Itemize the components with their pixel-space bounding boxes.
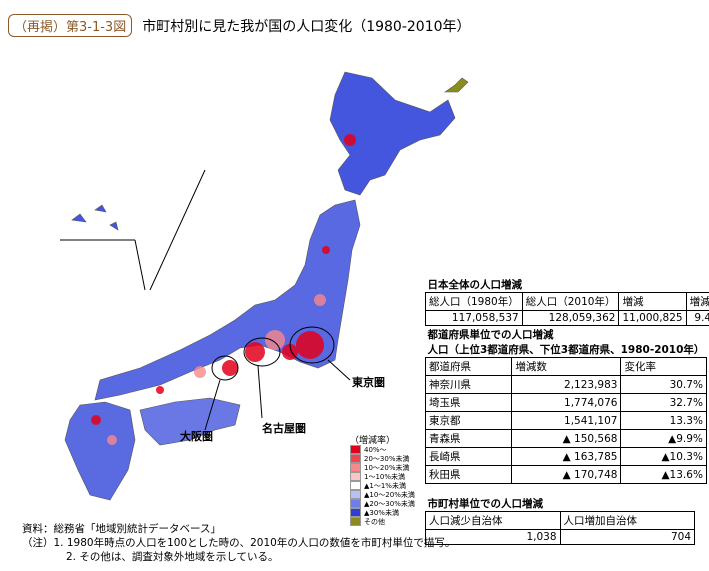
cell: 2,123,983 <box>511 375 622 394</box>
map-label: 名古屋圏 <box>262 421 306 435</box>
cell: 30.7% <box>620 375 707 394</box>
legend-label: 10～20%未満 <box>364 463 410 472</box>
legend-item: その他 <box>350 517 415 526</box>
cell: 13.3% <box>620 411 707 430</box>
legend-item: 40%～ <box>350 445 415 454</box>
cell: 増減率 <box>685 292 709 311</box>
row: 青森県 ▲ 150,568 ▲9.9% <box>424 429 707 448</box>
title: 市町村別に見た我が国の人口変化（1980-2010年） <box>142 18 471 35</box>
legend-swatch <box>350 463 361 472</box>
legend-swatch <box>350 445 361 454</box>
legend-item: ▲10～20%未満 <box>350 490 415 499</box>
legend-label: ▲10～20%未満 <box>364 490 415 499</box>
badge: （再掲）第3-1-3図 <box>8 14 133 37</box>
cell: ▲10.3% <box>620 447 707 466</box>
cell: 長崎県 <box>424 447 513 466</box>
table-title: 市町村単位での人口増減 <box>427 498 544 510</box>
legend-label: ▲1～1%未満 <box>364 481 406 490</box>
legend: （増減率） 40%～ 20～30%未満 10～20%未満 1～10%未満 ▲1～1%未満… <box>350 433 415 526</box>
cell: 1,774,076 <box>511 393 622 412</box>
cell: 1,541,107 <box>511 411 622 430</box>
row: 埼玉県 1,774,076 32.7% <box>424 393 707 412</box>
note: 2. その他は、調査対象外地域を示している。 <box>66 551 279 563</box>
table-title: 都道府県単位での人口増減 <box>427 329 554 341</box>
cell: 11,000,825 <box>618 310 687 326</box>
legend-swatch <box>350 499 361 508</box>
header: （再掲）第3-1-3図 市町村別に見た我が国の人口変化（1980-2010年） <box>8 14 471 37</box>
cell: 128,059,362 <box>521 310 620 326</box>
cell: ▲ 150,568 <box>511 429 622 448</box>
legend-swatch <box>350 490 361 499</box>
legend-item: ▲30%未満 <box>350 508 415 517</box>
map-label: 東京圏 <box>352 375 385 389</box>
cell: ▲ 170,748 <box>511 465 622 484</box>
cell: 埼玉県 <box>424 393 513 412</box>
legend-label: 20～30%未満 <box>364 454 410 463</box>
legend-label: 40%～ <box>364 445 387 454</box>
table-title: 日本全体の人口増減 <box>427 279 523 291</box>
row: 長崎県 ▲ 163,785 ▲10.3% <box>424 447 707 466</box>
legend-title: （増減率） <box>350 435 396 446</box>
cell: 東京都 <box>424 411 513 430</box>
legend-item: 1～10%未満 <box>350 472 415 481</box>
legend-swatch <box>350 508 361 517</box>
cell: 青森県 <box>424 429 513 448</box>
cell: 9.4% <box>685 310 709 326</box>
legend-swatch <box>350 472 361 481</box>
row: 神奈川県 2,123,983 30.7% <box>424 375 707 394</box>
map-label: 大阪圏 <box>180 429 213 443</box>
legend-label: ▲20～30%未満 <box>364 499 415 508</box>
cell: 神奈川県 <box>424 375 513 394</box>
legend-label: 1～10%未満 <box>364 472 406 481</box>
cell: 32.7% <box>620 393 707 412</box>
cell: 増減数 <box>511 357 622 376</box>
notes: 資料：総務省「地域別統計データベース」 （注）1. 1980年時点の人口を100… <box>22 522 455 564</box>
cell: 秋田県 <box>424 465 513 484</box>
legend-item: ▲20～30%未満 <box>350 499 415 508</box>
legend-swatch <box>350 517 361 526</box>
legend-label: その他 <box>364 517 385 526</box>
legend-swatch <box>350 454 361 463</box>
table3: 市町村単位での人口増減 人口減少自治体 人口増加自治体 1,038 704 <box>425 496 695 545</box>
note: （注）1. 1980年時点の人口を100とした時の、2010年の人口の数値を市町… <box>22 537 456 549</box>
legend-item: 20～30%未満 <box>350 454 415 463</box>
legend-item: ▲1～1%未満 <box>350 481 415 490</box>
row: 東京都 1,541,107 13.3% <box>424 411 707 430</box>
cell: 総人口（2010年） <box>521 292 620 311</box>
cell: ▲ 163,785 <box>511 447 622 466</box>
cell: 117,058,537 <box>425 310 523 326</box>
table-subtitle: 人口（上位3都道府県、下位3都道府県、1980-2010年） <box>427 344 705 356</box>
table2: 都道府県単位での人口増減 人口（上位3都道府県、下位3都道府県、1980-201… <box>424 327 707 484</box>
legend-swatch <box>350 481 361 490</box>
cell: 増減 <box>618 292 687 311</box>
cell: ▲13.6% <box>620 465 707 484</box>
legend-item: 10～20%未満 <box>350 463 415 472</box>
cell: ▲9.9% <box>620 429 707 448</box>
cell: 704 <box>559 529 695 545</box>
cell: 都道府県 <box>424 357 513 376</box>
cell: 変化率 <box>620 357 707 376</box>
row: 秋田県 ▲ 170,748 ▲13.6% <box>424 465 707 484</box>
table1: 日本全体の人口増減 総人口（1980年）総人口（2010年）増減増減率 117,… <box>425 277 709 326</box>
legend-label: ▲30%未満 <box>364 508 399 517</box>
note: 資料：総務省「地域別統計データベース」 <box>22 523 221 535</box>
cell: 総人口（1980年） <box>425 292 523 311</box>
cell: 人口増加自治体 <box>559 511 695 530</box>
